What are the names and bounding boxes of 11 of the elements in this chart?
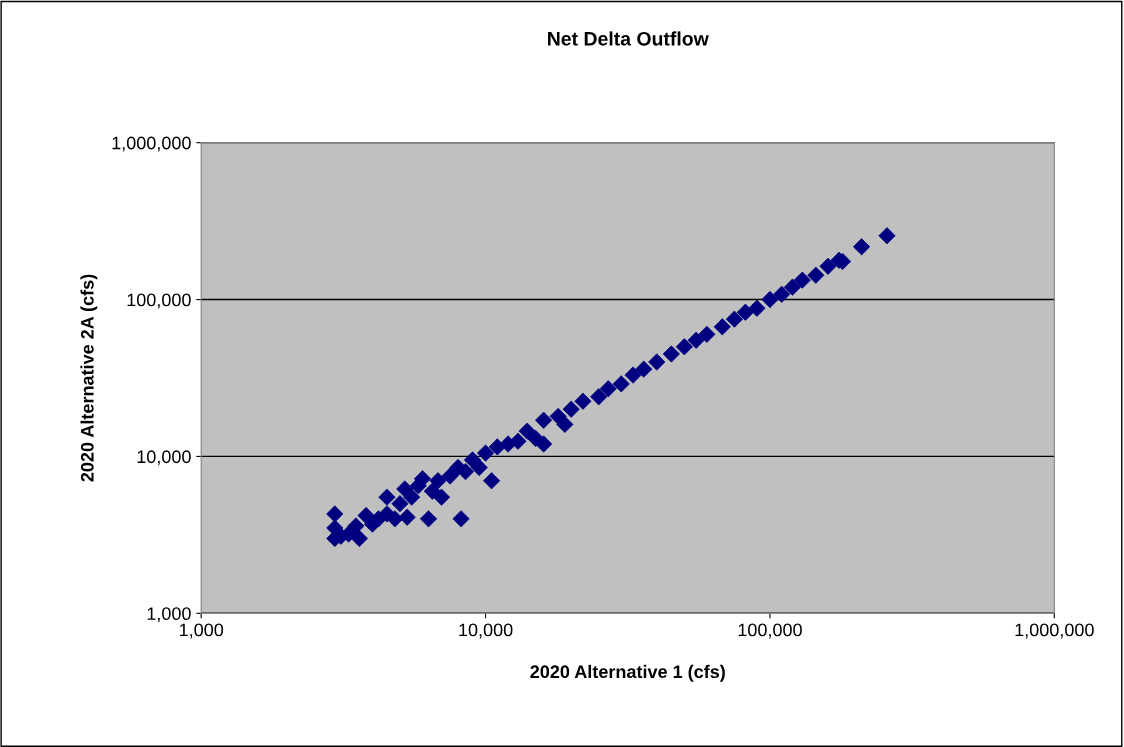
x-tick-label: 100,000 [738,623,802,639]
y-tick-label: 1,000 [147,607,191,623]
y-axis-title: 2020 Alternative 2A (cfs) [80,274,98,482]
chart-title: Net Delta Outflow [548,31,709,46]
x-tick-label: 10,000 [459,623,513,639]
y-tick-label: 1,000,000 [112,136,191,152]
y-tick-label: 100,000 [127,293,191,309]
x-axis-title: 2020 Alternative 1 (cfs) [530,664,725,682]
x-tick-label: 1,000,000 [1015,623,1094,639]
y-tick-label: 10,000 [137,450,191,466]
x-tick-label: 1,000 [179,623,224,639]
